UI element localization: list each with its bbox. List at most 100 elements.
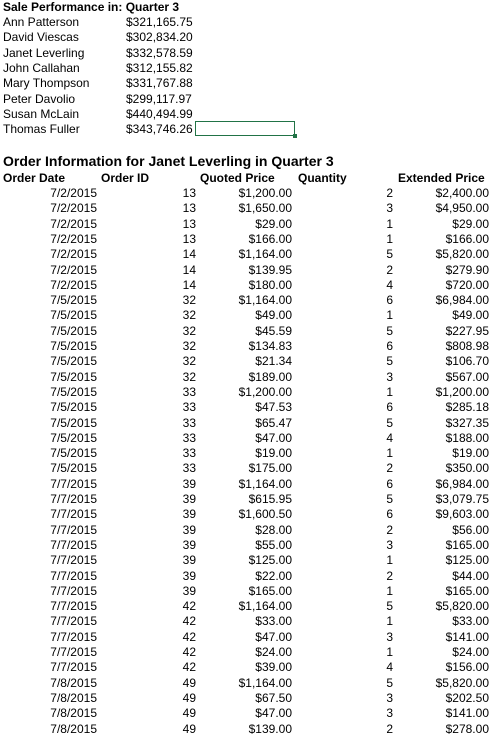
order-id-cell[interactable]: 42	[182, 629, 196, 644]
quoted-price-cell[interactable]: $139.95	[248, 262, 292, 277]
quantity-cell[interactable]: 3	[386, 706, 393, 721]
quoted-price-cell[interactable]: $47.00	[255, 706, 292, 721]
order-id-cell[interactable]: 39	[182, 492, 196, 506]
order-date-cell[interactable]: 7/5/2015	[50, 430, 97, 445]
quantity-cell[interactable]: 1	[386, 231, 393, 246]
sales-amount-cell[interactable]: $343,746.26	[126, 122, 193, 137]
order-id-cell[interactable]: 13	[182, 186, 196, 200]
extended-price-cell[interactable]: $227.95	[445, 323, 489, 338]
header-order-date[interactable]: Order Date	[3, 171, 66, 185]
quoted-price-cell[interactable]: $134.83	[248, 339, 292, 353]
quantity-cell[interactable]: 2	[386, 262, 393, 277]
order-date-cell[interactable]: 7/5/2015	[50, 308, 97, 323]
order-id-cell[interactable]: 33	[182, 446, 196, 461]
order-date-cell[interactable]: 7/7/2015	[50, 476, 97, 491]
quantity-cell[interactable]: 6	[386, 339, 393, 353]
header-quantity[interactable]: Quantity	[298, 171, 347, 185]
extended-price-cell[interactable]: $278.00	[445, 721, 489, 736]
extended-price-cell[interactable]: $33.00	[452, 614, 489, 629]
order-id-cell[interactable]: 32	[182, 293, 196, 308]
sales-amount-cell[interactable]: $312,155.82	[126, 60, 193, 75]
quantity-cell[interactable]: 3	[386, 537, 393, 552]
order-date-cell[interactable]: 7/2/2015	[50, 277, 97, 292]
extended-price-cell[interactable]: $166.00	[445, 231, 489, 246]
quoted-price-cell[interactable]: $166.00	[248, 231, 292, 246]
extended-price-cell[interactable]: $156.00	[445, 660, 489, 675]
quantity-cell[interactable]: 1	[386, 583, 393, 598]
order-id-cell[interactable]: 32	[182, 369, 196, 384]
order-id-cell[interactable]: 33	[182, 415, 196, 430]
order-date-cell[interactable]: 7/5/2015	[50, 293, 97, 308]
extended-price-cell[interactable]: $9,603.00	[435, 507, 489, 522]
sales-amount-cell[interactable]: $332,578.59	[126, 45, 193, 60]
order-id-cell[interactable]: 42	[182, 599, 196, 614]
quoted-price-cell[interactable]: $1,650.00	[238, 201, 292, 216]
fill-handle[interactable]	[293, 134, 297, 138]
quoted-price-cell[interactable]: $29.00	[255, 216, 292, 231]
employee-name-cell[interactable]: John Callahan	[3, 60, 80, 75]
order-date-cell[interactable]: 7/7/2015	[50, 660, 97, 675]
order-id-cell[interactable]: 39	[182, 507, 196, 522]
employee-name-cell[interactable]: Thomas Fuller	[3, 122, 80, 137]
extended-price-cell[interactable]: $165.00	[445, 537, 489, 552]
quoted-price-cell[interactable]: $1,200.00	[238, 186, 292, 200]
extended-price-cell[interactable]: $567.00	[445, 369, 489, 384]
order-date-cell[interactable]: 7/7/2015	[50, 522, 97, 537]
employee-name-cell[interactable]: Susan McLain	[3, 106, 80, 121]
extended-price-cell[interactable]: $125.00	[445, 553, 489, 568]
sales-amount-cell[interactable]: $299,117.97	[126, 91, 192, 106]
extended-price-cell[interactable]: $141.00	[445, 629, 489, 644]
quoted-price-cell[interactable]: $45.59	[255, 323, 292, 338]
order-id-cell[interactable]: 39	[182, 537, 196, 552]
order-date-cell[interactable]: 7/8/2015	[50, 706, 97, 721]
extended-price-cell[interactable]: $165.00	[445, 583, 489, 598]
quantity-cell[interactable]: 3	[386, 629, 393, 644]
quoted-price-cell[interactable]: $67.50	[255, 690, 292, 705]
quantity-cell[interactable]: 5	[386, 415, 393, 430]
quantity-cell[interactable]: 6	[386, 293, 393, 308]
quantity-cell[interactable]: 2	[386, 568, 393, 583]
employee-name-cell[interactable]: Ann Patterson	[3, 15, 80, 29]
quoted-price-cell[interactable]: $21.34	[255, 354, 292, 369]
order-date-cell[interactable]: 7/2/2015	[50, 262, 97, 277]
order-id-cell[interactable]: 32	[182, 354, 196, 369]
order-date-cell[interactable]: 7/7/2015	[50, 568, 97, 583]
order-date-cell[interactable]: 7/7/2015	[50, 492, 97, 506]
order-id-cell[interactable]: 32	[182, 339, 196, 353]
quoted-price-cell[interactable]: $1,164.00	[238, 247, 292, 262]
extended-price-cell[interactable]: $1,200.00	[435, 384, 489, 399]
extended-price-cell[interactable]: $720.00	[445, 277, 489, 292]
quoted-price-cell[interactable]: $165.00	[248, 583, 292, 598]
extended-price-cell[interactable]: $44.00	[452, 568, 489, 583]
header-quoted-price[interactable]: Quoted Price	[200, 171, 275, 185]
quoted-price-cell[interactable]: $180.00	[248, 277, 292, 292]
extended-price-cell[interactable]: $106.70	[445, 354, 489, 369]
extended-price-cell[interactable]: $56.00	[452, 522, 489, 537]
extended-price-cell[interactable]: $29.00	[452, 216, 489, 231]
quantity-cell[interactable]: 5	[386, 247, 393, 262]
quoted-price-cell[interactable]: $139.00	[248, 721, 292, 736]
extended-price-cell[interactable]: $49.00	[452, 308, 489, 323]
quantity-cell[interactable]: 1	[386, 614, 393, 629]
extended-price-cell[interactable]: $188.00	[445, 430, 489, 445]
order-id-cell[interactable]: 49	[182, 706, 196, 721]
quantity-cell[interactable]: 4	[386, 660, 393, 675]
quantity-cell[interactable]: 4	[386, 277, 393, 292]
order-date-cell[interactable]: 7/8/2015	[50, 690, 97, 705]
order-date-cell[interactable]: 7/5/2015	[50, 384, 97, 399]
order-date-cell[interactable]: 7/5/2015	[50, 339, 97, 353]
quoted-price-cell[interactable]: $33.00	[255, 614, 292, 629]
quoted-price-cell[interactable]: $1,164.00	[238, 476, 292, 491]
quoted-price-cell[interactable]: $47.00	[255, 629, 292, 644]
employee-name-cell[interactable]: Mary Thompson	[3, 76, 90, 91]
extended-price-cell[interactable]: $24.00	[452, 645, 489, 659]
extended-price-cell[interactable]: $4,950.00	[435, 201, 489, 216]
quantity-cell[interactable]: 3	[386, 690, 393, 705]
sales-amount-cell[interactable]: $331,767.88	[126, 76, 193, 91]
order-date-cell[interactable]: 7/5/2015	[50, 415, 97, 430]
extended-price-cell[interactable]: $2,400.00	[435, 186, 489, 200]
order-date-cell[interactable]: 7/2/2015	[50, 186, 97, 200]
order-date-cell[interactable]: 7/8/2015	[50, 721, 97, 736]
quoted-price-cell[interactable]: $1,200.00	[238, 384, 292, 399]
extended-price-cell[interactable]: $6,984.00	[435, 476, 489, 491]
